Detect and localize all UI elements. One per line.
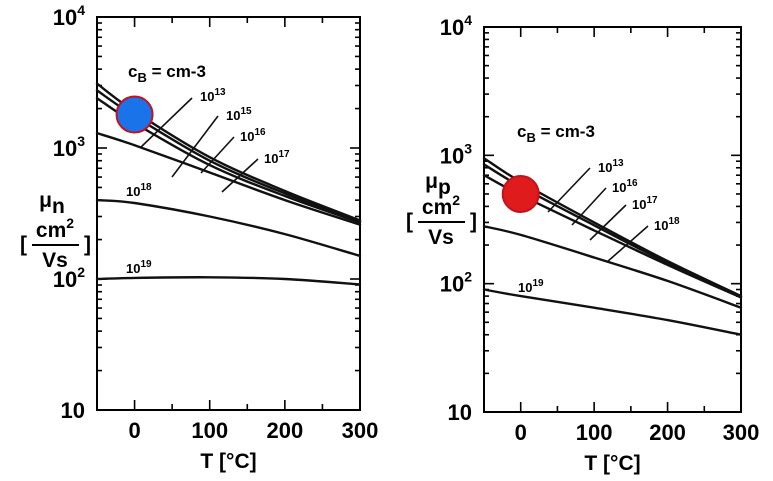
right-y-label-bracket-open: [ — [406, 210, 413, 233]
right-x-tick-label: 300 — [723, 420, 760, 445]
right-series-line-10-19 — [482, 288, 743, 336]
right-series-line-10-13 — [482, 157, 743, 298]
left-series-label-15: 1015 — [226, 106, 252, 123]
left-legend-title: cB = cm-3 — [128, 62, 206, 85]
right-series-label-18: 1018 — [654, 216, 680, 233]
left-x-axis-label: T [°C] — [200, 450, 256, 473]
left-series-label-16: 1016 — [240, 127, 266, 144]
right-x-tick-label: 100 — [576, 420, 613, 445]
left-y-axis-label: μn [ cm2 Vs] — [20, 189, 91, 272]
left-y-label-symbol: μn — [39, 189, 65, 218]
left-series-line-10-17 — [95, 131, 362, 226]
left-series-leader-13 — [139, 97, 193, 149]
left-series-leader-17 — [221, 158, 259, 193]
left-series-label-13: 1013 — [200, 87, 226, 104]
right-x-tick-label: 200 — [649, 420, 686, 445]
right-y-tick-label: 102 — [440, 269, 472, 297]
left-y-label-denominator: Vs — [42, 249, 68, 272]
left-y-tick-label: 10 — [61, 398, 85, 423]
right-y-label-numerator: cm2 — [422, 192, 460, 219]
left-y-tick-label: 102 — [53, 264, 85, 292]
left-y-tick-label: 104 — [53, 2, 85, 30]
right-y-axis-label: μp [ cm2 Vs] — [406, 170, 477, 249]
right-y-label-symbol: μp — [425, 170, 451, 199]
left-x-tick-label: 300 — [342, 418, 379, 443]
right-y-label-denominator: Vs — [428, 226, 454, 249]
left-series-line-10-18 — [95, 198, 362, 258]
left-y-tick-label: 103 — [53, 133, 85, 161]
right-series-label-19: 1019 — [518, 278, 544, 295]
right-y-tick-label: 103 — [440, 140, 472, 168]
left-y-label-bracket-open: [ — [20, 233, 27, 256]
left-series-label-17: 1017 — [264, 149, 290, 166]
left-series-leader-15 — [171, 115, 219, 178]
left-x-tick-label: 0 — [128, 418, 140, 443]
right-plot-frame — [483, 26, 742, 413]
left-series-leader-16 — [200, 136, 235, 174]
right-series-leader-18 — [606, 225, 649, 263]
right-series-label-16: 1016 — [612, 178, 638, 195]
left-y-label-bracket-close: ] — [84, 233, 91, 256]
left-series-label-18: 1018 — [126, 182, 152, 199]
right-series-line-10-18 — [482, 225, 743, 309]
right-highlight-marker — [501, 174, 540, 213]
right-y-tick-label: 10 — [448, 400, 472, 425]
left-x-tick-label: 200 — [266, 418, 303, 443]
right-x-axis-label: T [°C] — [584, 452, 640, 475]
left-plot-frame — [96, 16, 361, 411]
right-y-label-bracket-close: ] — [470, 210, 477, 233]
right-series-leader-16 — [571, 187, 607, 226]
right-series-label-13: 1013 — [598, 158, 624, 175]
right-y-tick-label: 104 — [440, 12, 472, 40]
left-y-label-numerator: cm2 — [36, 215, 74, 242]
right-x-tick-label: 0 — [515, 420, 527, 445]
right-series-leader-17 — [589, 204, 627, 241]
left-series-line-10-19 — [95, 276, 362, 286]
left-highlight-marker — [115, 95, 154, 134]
right-series-label-17: 1017 — [632, 195, 658, 212]
left-series-label-19: 1019 — [126, 259, 152, 276]
right-legend-title: cB = cm-3 — [517, 122, 595, 145]
left-x-tick-label: 100 — [191, 418, 228, 443]
